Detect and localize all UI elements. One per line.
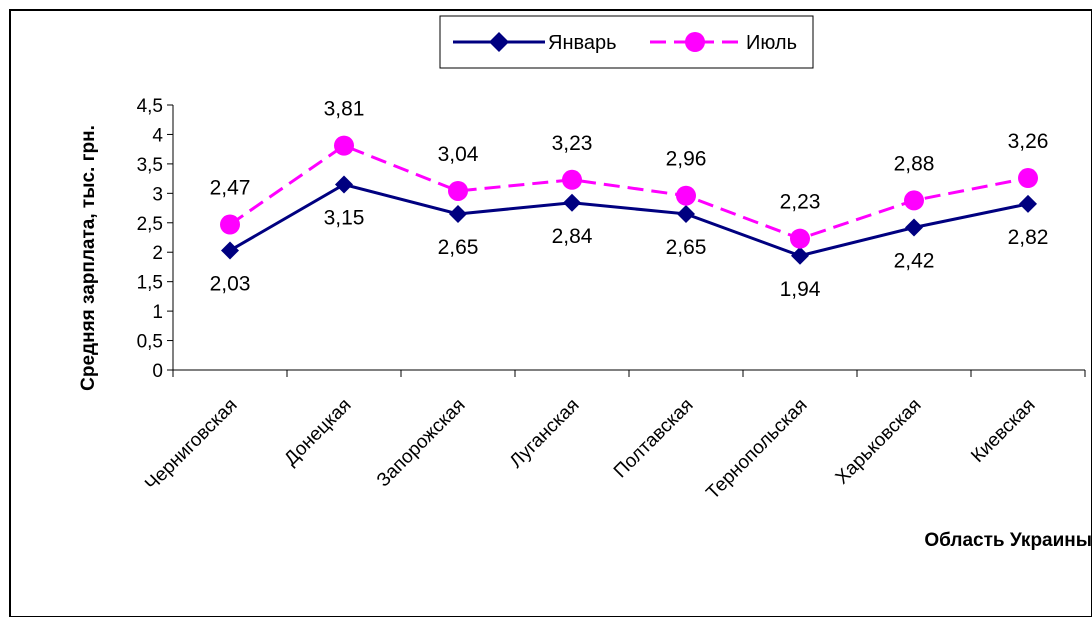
data-point-january	[905, 218, 923, 237]
data-label: 3,23	[552, 132, 593, 155]
legend-marker-january	[489, 32, 509, 52]
data-point-july	[448, 180, 468, 201]
y-axis-title: Средняя зарплата, тыс. грн.	[78, 125, 99, 391]
data-label: 2,03	[210, 272, 251, 295]
data-point-january	[563, 193, 581, 212]
y-tick-label: 4	[152, 125, 163, 146]
data-point-january	[677, 204, 695, 223]
series-line-0	[229, 182, 1029, 258]
data-point-july	[562, 169, 582, 190]
series-layer	[220, 135, 1038, 265]
data-point-july	[676, 185, 696, 206]
data-label: 2,42	[894, 249, 935, 272]
data-label: 2,88	[894, 152, 935, 175]
x-axis-title: Область Украины	[924, 530, 1092, 551]
data-label: 2,47	[210, 177, 251, 200]
series-line-1	[229, 143, 1029, 241]
data-label: 3,26	[1008, 130, 1049, 153]
data-label: 2,65	[438, 236, 479, 259]
data-label: 2,82	[1008, 226, 1049, 249]
data-point-january	[791, 246, 809, 265]
data-label: 1,94	[780, 278, 821, 301]
chart-border	[9, 9, 1092, 617]
data-label: 2,96	[666, 148, 707, 171]
y-tick-label: 2	[152, 243, 163, 264]
data-label: 2,84	[552, 225, 593, 248]
data-point-july	[904, 190, 924, 211]
legend-marker-july	[685, 32, 705, 52]
data-point-january	[449, 204, 467, 223]
y-tick-label: 0,5	[137, 332, 163, 353]
data-label: 3,81	[324, 98, 365, 121]
data-labels-layer: 2,03 3,15 2,65 2,84 2,65 1,94 2,42 2,82 2,47 3,81…	[210, 98, 1049, 301]
data-point-january	[1019, 194, 1037, 213]
data-label: 2,65	[666, 236, 707, 259]
data-label: 2,23	[780, 191, 821, 214]
legend-label-january: Январь	[548, 32, 617, 54]
y-tick-label: 4,5	[137, 96, 163, 117]
data-point-july	[1018, 168, 1038, 189]
y-tick-label: 3,5	[137, 155, 163, 176]
data-point-july	[790, 228, 810, 249]
y-tick-label: 3	[152, 184, 163, 205]
data-point-july	[334, 135, 354, 156]
legend: Январь Июль	[439, 15, 814, 69]
y-tick-label: 1,5	[137, 273, 163, 294]
data-point-july	[220, 214, 240, 235]
data-label: 3,04	[438, 143, 479, 166]
y-tick-label: 1	[152, 302, 163, 323]
legend-label-july: Июль	[746, 32, 797, 54]
y-tick-label: 0	[152, 361, 163, 382]
data-point-january	[335, 175, 353, 194]
data-point-january	[221, 241, 239, 260]
data-label: 3,15	[324, 207, 365, 230]
y-tick-label: 2,5	[137, 214, 163, 235]
